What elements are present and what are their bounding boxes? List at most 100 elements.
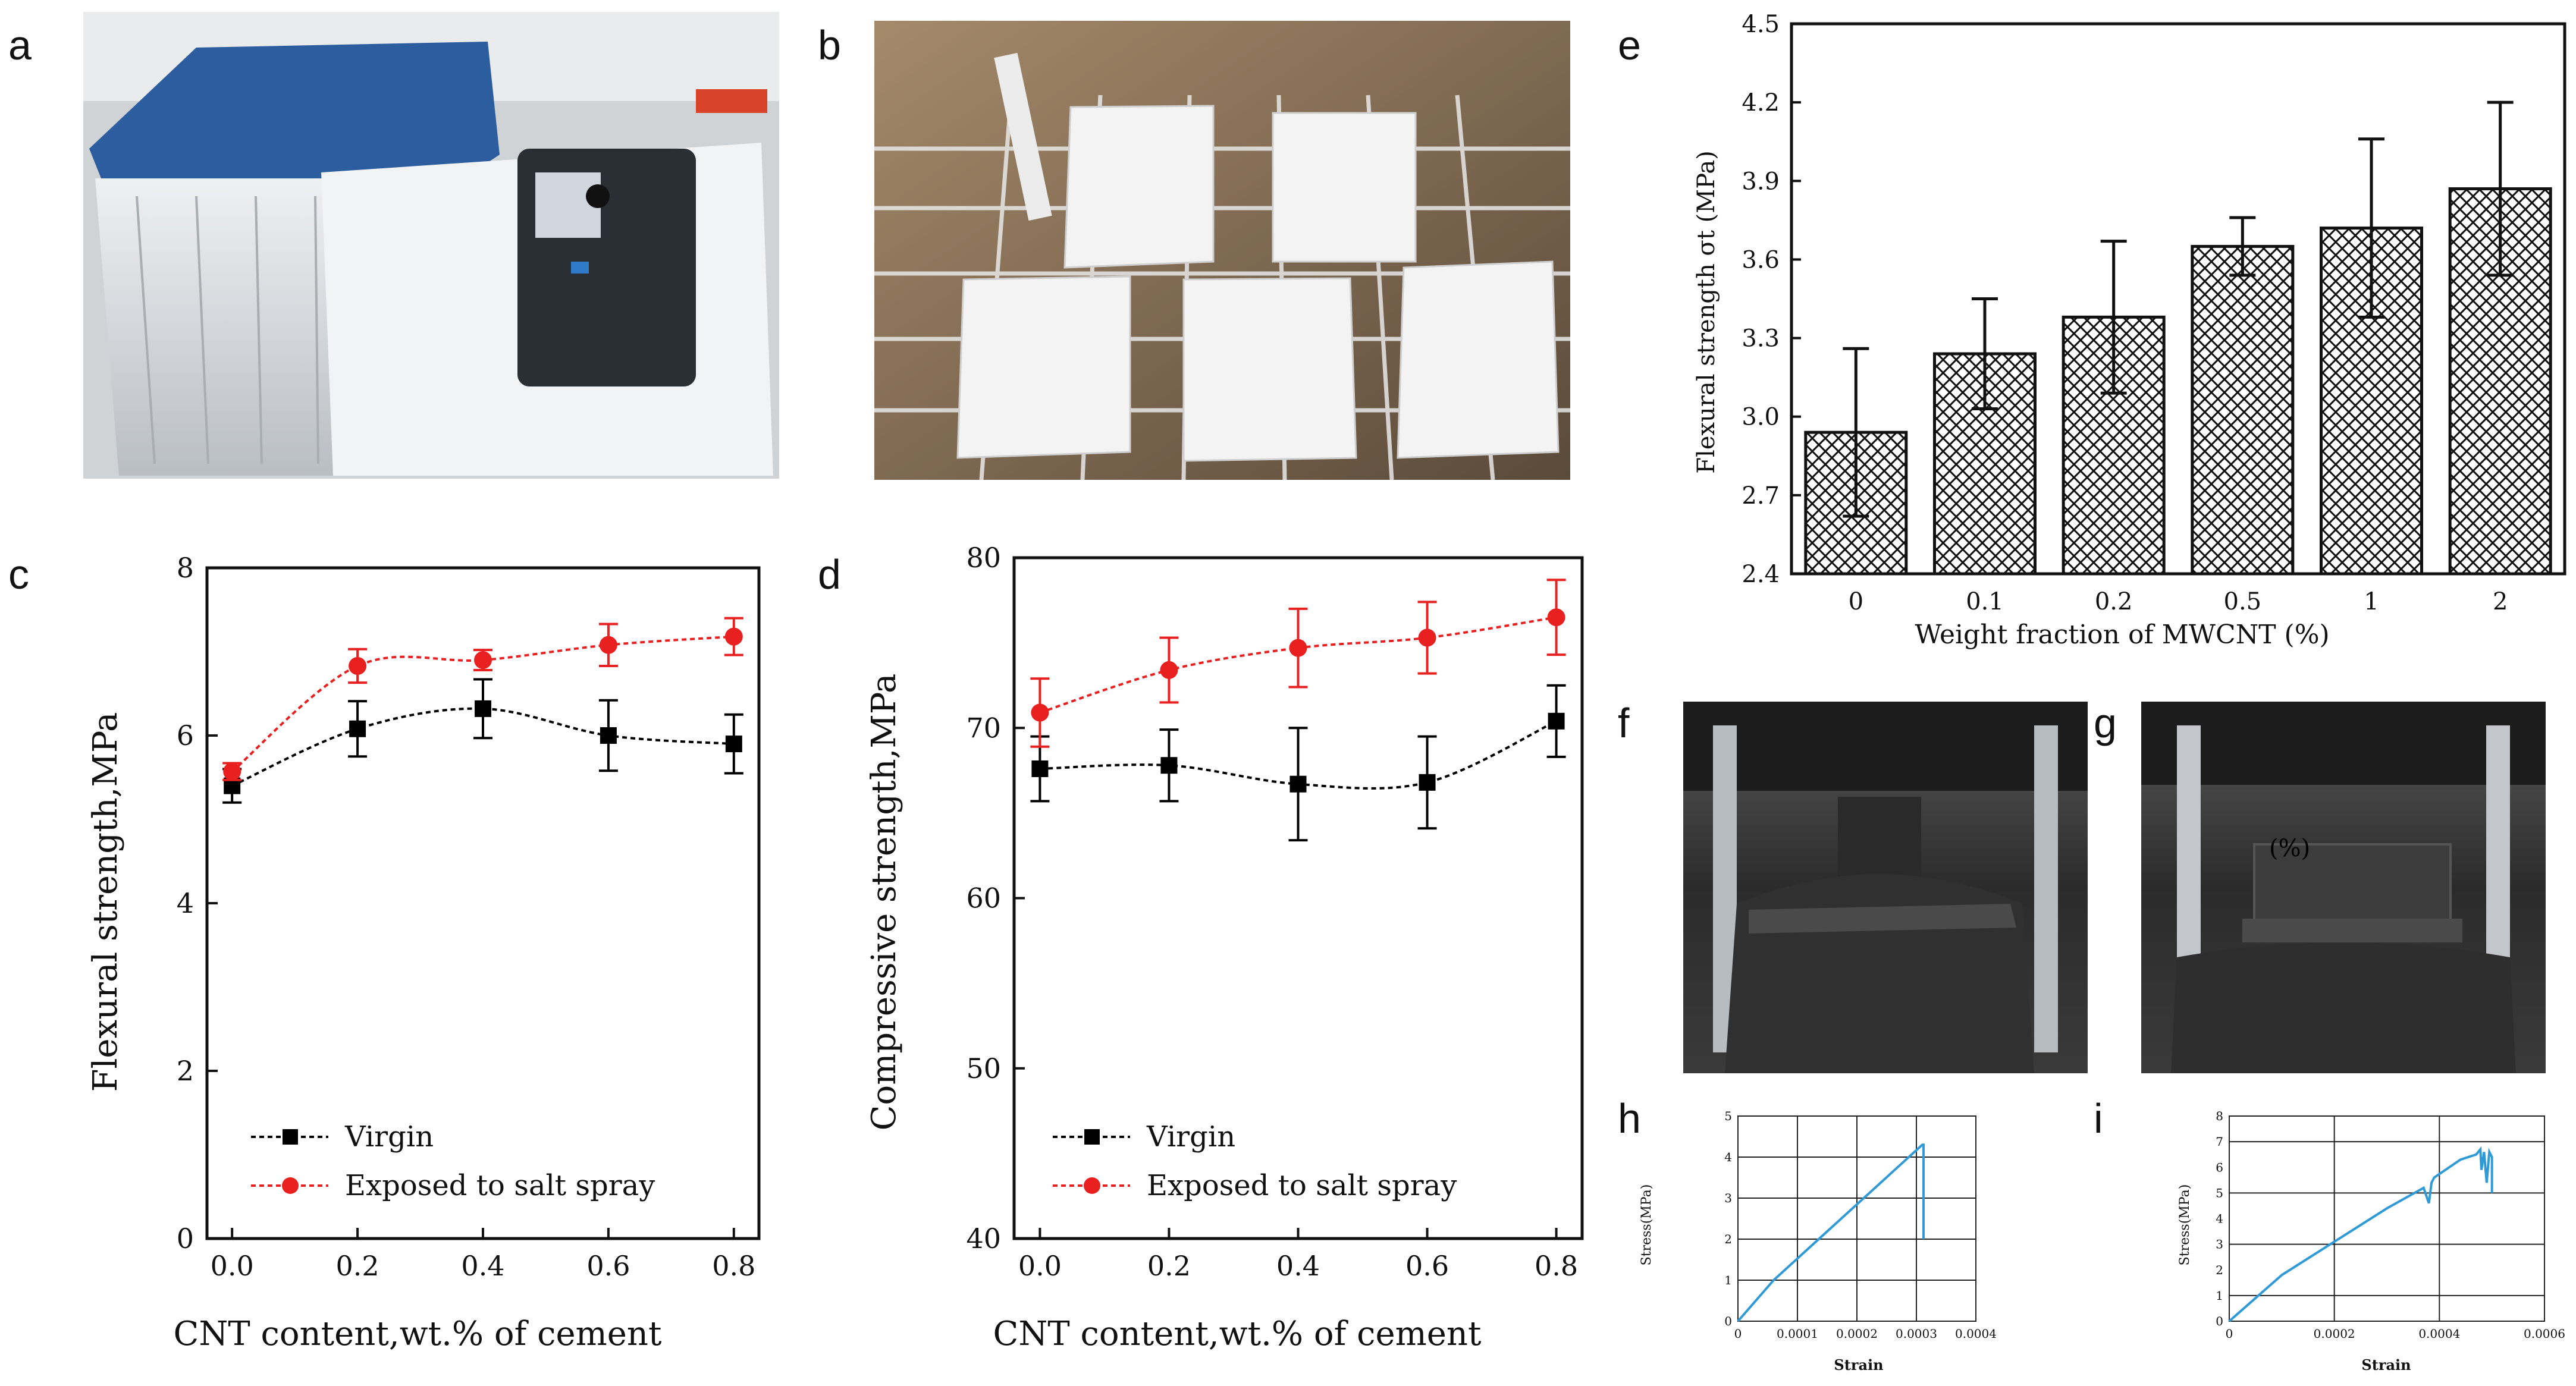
panel-label-g: g bbox=[2094, 700, 2117, 746]
y-tick-label: 1 bbox=[1724, 1273, 1732, 1287]
x-tick-label: 0.6 bbox=[1405, 1250, 1449, 1282]
chart-e-xlabel: Weight fraction of MWCNT (%) bbox=[1915, 620, 2329, 650]
y-tick-label: 2 bbox=[2216, 1263, 2223, 1277]
x-tick-label: 2 bbox=[2493, 588, 2508, 615]
y-tick-label: 0 bbox=[177, 1222, 194, 1255]
x-tick-label: 0.1 bbox=[1966, 588, 2004, 615]
y-tick-label: 0 bbox=[2216, 1314, 2223, 1328]
plot-frame bbox=[2229, 1115, 2545, 1322]
data-point bbox=[725, 736, 742, 753]
legend-marker-virgin bbox=[1084, 1129, 1100, 1145]
x-tick-label: 0.2 bbox=[2095, 588, 2133, 615]
chart-stress-strain-h: 0 0.0001 0.0002 0.0003 0.0004 0 1 2 3 4 5 Strain S… bbox=[1639, 1109, 1997, 1374]
x-tick-label: 0 bbox=[1849, 588, 1863, 615]
x-tick-label: 0.4 bbox=[1276, 1250, 1320, 1282]
x-tick-label: 0.0006 bbox=[2524, 1327, 2565, 1341]
photo-g-overlay-text: (%) bbox=[2269, 835, 2310, 862]
data-point bbox=[599, 636, 617, 654]
chart-stress-strain-i: 0 0.0002 0.0004 0.0006 0 1 2 3 4 5 6 7 8 Strain Stre… bbox=[2177, 1109, 2565, 1374]
panel-label-e: e bbox=[1618, 22, 1641, 68]
data-point bbox=[1548, 712, 1565, 730]
y-tick-label: 4.2 bbox=[1742, 89, 1780, 117]
x-tick-label: 0.0 bbox=[1018, 1250, 1062, 1282]
x-tick-label: 0.8 bbox=[712, 1250, 755, 1282]
x-tick-label: 0.2 bbox=[336, 1250, 379, 1282]
chart-e-frame bbox=[1790, 22, 2566, 576]
x-tick-label: 0.4 bbox=[461, 1250, 504, 1282]
y-tick-label: 60 bbox=[966, 882, 1001, 914]
data-point bbox=[1031, 703, 1049, 722]
data-point bbox=[1289, 639, 1307, 657]
chart-c-ylabel: Flexural strength,MPa bbox=[86, 712, 125, 1092]
x-tick-label: 0.0 bbox=[211, 1250, 254, 1282]
data-point bbox=[724, 627, 743, 646]
chart-h-ylabel: Stress(MPa) bbox=[1639, 1184, 1654, 1266]
chart-c-frame bbox=[205, 566, 761, 1240]
y-tick-label: 3.6 bbox=[1742, 246, 1780, 274]
y-tick-label: 8 bbox=[177, 552, 194, 584]
panel-label-i: i bbox=[2094, 1095, 2103, 1142]
chart-d-xlabel: CNT content,wt.% of cement bbox=[993, 1315, 1482, 1353]
chart-mwcnt-bars: 0 0.1 0.2 0.5 1 2 2.4 2.7 3.0 3.3 3.6 3.9 4.2 4.5 Wei… bbox=[1693, 11, 2566, 650]
chart-e-ylabel: Flexural strength σt (MPa) bbox=[1693, 150, 1720, 474]
data-point bbox=[1031, 760, 1049, 777]
bar bbox=[2191, 244, 2295, 576]
photo-flexural-test: (%) bbox=[2141, 702, 2546, 1073]
chart-h-xlabel: Strain bbox=[1834, 1356, 1883, 1374]
y-tick-label: 2 bbox=[177, 1055, 194, 1087]
x-tick-label: 0.2 bbox=[1147, 1250, 1191, 1282]
data-point bbox=[223, 762, 241, 781]
panel-label-b: b bbox=[818, 22, 841, 68]
photo-cube-specimens bbox=[874, 21, 1570, 480]
data-point bbox=[1289, 775, 1307, 793]
y-tick-label: 3 bbox=[1724, 1191, 1732, 1205]
y-tick-label: 80 bbox=[966, 542, 1001, 574]
series-line bbox=[231, 635, 734, 773]
y-tick-label: 40 bbox=[966, 1222, 1001, 1255]
x-tick-label: 0.0003 bbox=[1896, 1327, 1937, 1341]
chart-d-ylabel: Compressive strength,MPa bbox=[865, 674, 903, 1131]
y-tick-label: 6 bbox=[2216, 1160, 2223, 1174]
y-tick-label: 3.9 bbox=[1742, 168, 1780, 195]
chart-compressive-strength: 0.0 0.2 0.4 0.6 0.8 40 50 60 70 80 CNT content,wt… bbox=[865, 542, 1584, 1353]
y-tick-label: 4 bbox=[1724, 1150, 1732, 1164]
chart-c-xlabel: CNT content,wt.% of cement bbox=[174, 1315, 662, 1353]
x-tick-label: 0.0004 bbox=[1955, 1327, 1997, 1341]
y-tick-label: 3 bbox=[2216, 1237, 2223, 1252]
legend-label-salt: Exposed to salt spray bbox=[1147, 1169, 1457, 1202]
x-tick-label: 0 bbox=[2226, 1327, 2233, 1341]
legend-marker-salt bbox=[1084, 1177, 1100, 1194]
data-point bbox=[474, 651, 492, 670]
data-point bbox=[600, 727, 617, 744]
data-point bbox=[1160, 661, 1178, 679]
y-tick-label: 50 bbox=[966, 1052, 1001, 1085]
y-tick-label: 4 bbox=[177, 887, 194, 919]
legend-label-salt: Exposed to salt spray bbox=[345, 1169, 655, 1202]
panel-label-c: c bbox=[8, 551, 29, 598]
x-tick-label: 0.0002 bbox=[1836, 1327, 1878, 1341]
data-point bbox=[1418, 628, 1436, 647]
x-tick-label: 0 bbox=[1734, 1327, 1742, 1341]
chart-d-frame bbox=[1012, 556, 1584, 1240]
chart-i-ylabel: Stress(MPa) bbox=[2177, 1184, 2192, 1266]
data-point bbox=[349, 720, 366, 737]
stress-curve bbox=[1737, 1143, 1925, 1322]
y-tick-label: 2.7 bbox=[1742, 482, 1780, 510]
y-tick-label: 2.4 bbox=[1742, 561, 1780, 588]
x-tick-label: 1 bbox=[2364, 588, 2379, 615]
y-tick-label: 0 bbox=[1724, 1314, 1732, 1328]
y-tick-label: 2 bbox=[1724, 1232, 1732, 1246]
y-tick-label: 6 bbox=[177, 719, 194, 752]
data-point bbox=[475, 700, 491, 717]
panel-label-f: f bbox=[1618, 700, 1630, 746]
data-point bbox=[1160, 757, 1178, 774]
panel-label-h: h bbox=[1618, 1095, 1641, 1142]
y-tick-label: 4.5 bbox=[1742, 11, 1780, 38]
x-tick-label: 0.5 bbox=[2224, 588, 2262, 615]
y-tick-label: 1 bbox=[2216, 1288, 2223, 1303]
panel-label-a: a bbox=[8, 22, 32, 68]
y-tick-label: 5 bbox=[1724, 1109, 1732, 1123]
chart-flexural-strength: 0.0 0.2 0.4 0.6 0.8 0 2 4 6 8 CNT content,wt.% of… bbox=[86, 552, 761, 1353]
y-tick-label: 5 bbox=[2216, 1186, 2223, 1200]
